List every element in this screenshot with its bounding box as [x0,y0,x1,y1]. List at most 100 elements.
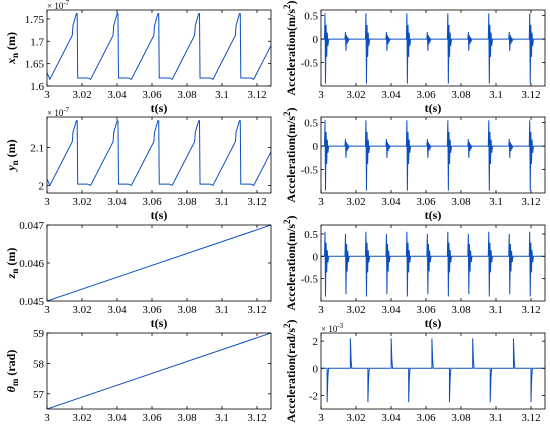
x-tick-label: 3.02 [72,89,91,101]
y-tick-label: 0.5 [304,229,318,241]
x-tick-label: 3.02 [72,196,91,208]
yn-ylabel: yn (m) [4,139,20,172]
x-tick-label: 3.12 [521,304,540,316]
x-tick-label: 3.08 [177,412,197,424]
series-line-yn [47,120,271,187]
x-tick-label: 3.02 [346,304,365,316]
chart-yn: 3 3.02 3.04 3.06 3.08 3.1 3.12 2 2.1 × 10-7 t(s) yn… [4,106,272,222]
x-tick-label: 3 [44,412,50,424]
xn-ylabel: xn (m) [4,32,20,65]
x-tick-label: 3.02 [346,412,365,424]
y-tick-label: 57 [33,389,45,401]
x-tick-label: 3 [44,196,50,208]
y-tick-label: 1.75 [25,14,45,26]
x-tick-label: 3 [44,304,50,316]
x-tick-label: 3.06 [416,412,436,424]
y-tick-label: 0.047 [19,220,44,232]
y-tick-label: 0.045 [19,296,44,308]
y-tick-label: 0 [313,34,319,46]
y-tick-label: 58 [33,358,45,370]
x-tick-label: 3.1 [215,196,229,208]
y-tick-label: 59 [33,328,45,340]
x-tick-label: 3.06 [142,89,162,101]
zn-ylabel: zn (m) [4,248,20,280]
y-tick-label: 0.5 [304,118,318,130]
x-tick-label: 3.08 [451,196,471,208]
x-tick-label: 3.12 [247,412,266,424]
x-tick-label: 3.1 [215,412,229,424]
x-tick-label: 3.12 [247,196,266,208]
y-tick-label: 0 [313,251,319,263]
x-tick-label: 3 [44,89,50,101]
x-axis-label-ay: t(s) [425,208,442,222]
x-tick-label: 3.12 [521,412,540,424]
y-tick-label: -2 [309,390,318,402]
x-tick-label: 3.04 [107,196,127,208]
y-tick-label: -0.5 [301,58,319,70]
theta-ylabel: θm (rad) [4,350,20,393]
x-tick-label: 3 [318,196,324,208]
axes-frame-ay [320,116,546,194]
series-line-az [321,231,545,297]
y-tick-label: 2.1 [30,142,44,154]
x-tick-label: 3.08 [451,412,471,424]
x-tick-label: 3.04 [381,304,401,316]
x-tick-label: 3.02 [72,412,91,424]
y-tick-label: 1.6 [30,81,44,93]
chart-ax: 3 3.02 3.04 3.06 3.08 3.1 3.12 0.5 0 -0.5 t(s) Acce… [282,0,546,115]
x-axis-label-zn: t(s) [151,316,168,330]
x-tick-label: 3.04 [107,304,127,316]
axis-exponent-xn: × 10-7 [47,0,70,11]
y-tick-label: -0.5 [301,165,319,177]
x-tick-label: 3.06 [416,304,436,316]
x-tick-label: 3.04 [107,412,127,424]
axes-frame-atheta [320,332,546,410]
axes-frame-xn [46,9,272,87]
x-tick-label: 3.06 [142,304,162,316]
x-axis-label-ax: t(s) [425,101,442,115]
y-tick-label: 1.65 [25,59,45,71]
x-axis-label-az: t(s) [425,316,442,330]
x-tick-label: 3 [318,89,324,101]
y-tick-label: 2 [313,336,319,348]
x-tick-label: 3.1 [489,304,503,316]
ay-ylabel: Acceleration(m/s2) [282,107,298,202]
series-line-theta [47,333,271,409]
x-tick-label: 3.1 [489,412,503,424]
x-tick-label: 3.08 [177,89,197,101]
ax-ylabel: Acceleration(m/s2) [282,0,298,95]
x-tick-label: 3.04 [107,89,127,101]
y-tick-label: -0.5 [301,274,319,286]
chart-az: 3 3.02 3.04 3.06 3.08 3.1 3.12 0.5 0 -0.5 t(s) Acce… [282,215,546,330]
chart-xn: 3 3.02 3.04 3.06 3.08 3.1 3.121.61.651.71.75× … [4,0,272,115]
x-tick-label: 3.08 [451,89,471,101]
x-tick-label: 3.1 [489,196,503,208]
x-tick-label: 3.12 [247,304,266,316]
chart-theta: 33.023.043.063.083.13.12595857t(s)θm (ra… [4,328,272,425]
x-axis-label-yn: t(s) [151,208,168,222]
x-tick-label: 3.08 [451,304,471,316]
x-tick-label: 3 [318,304,324,316]
x-tick-label: 3.08 [177,304,197,316]
x-tick-label: 3.08 [177,196,197,208]
series-line-zn [47,225,271,301]
x-tick-label: 3.1 [489,89,503,101]
x-tick-label: 3.12 [247,89,266,101]
x-tick-label: 3.06 [142,412,162,424]
series-line-atheta [321,338,545,403]
chart-atheta: 3 3.02 3.04 3.06 3.08 3.1 3.12 2 0 -2 × 10-3 t(s) Ac… [282,319,546,425]
axes-frame-yn [46,116,272,194]
y-tick-label: 0 [313,363,319,375]
y-tick-label: 0.046 [19,258,44,270]
x-axis-label-xn: t(s) [151,101,168,115]
az-ylabel: Acceleration(m/s2) [282,215,298,310]
x-tick-label: 3.02 [346,196,365,208]
atheta-ylabel: Acceleration(rad/s2) [282,319,298,422]
y-tick-label: 2 [39,180,45,192]
axes-frame-theta [46,332,272,410]
x-tick-label: 3.06 [142,196,162,208]
y-tick-label: 0 [313,141,319,153]
series-line-ay [321,120,545,191]
x-tick-label: 3.1 [215,89,229,101]
